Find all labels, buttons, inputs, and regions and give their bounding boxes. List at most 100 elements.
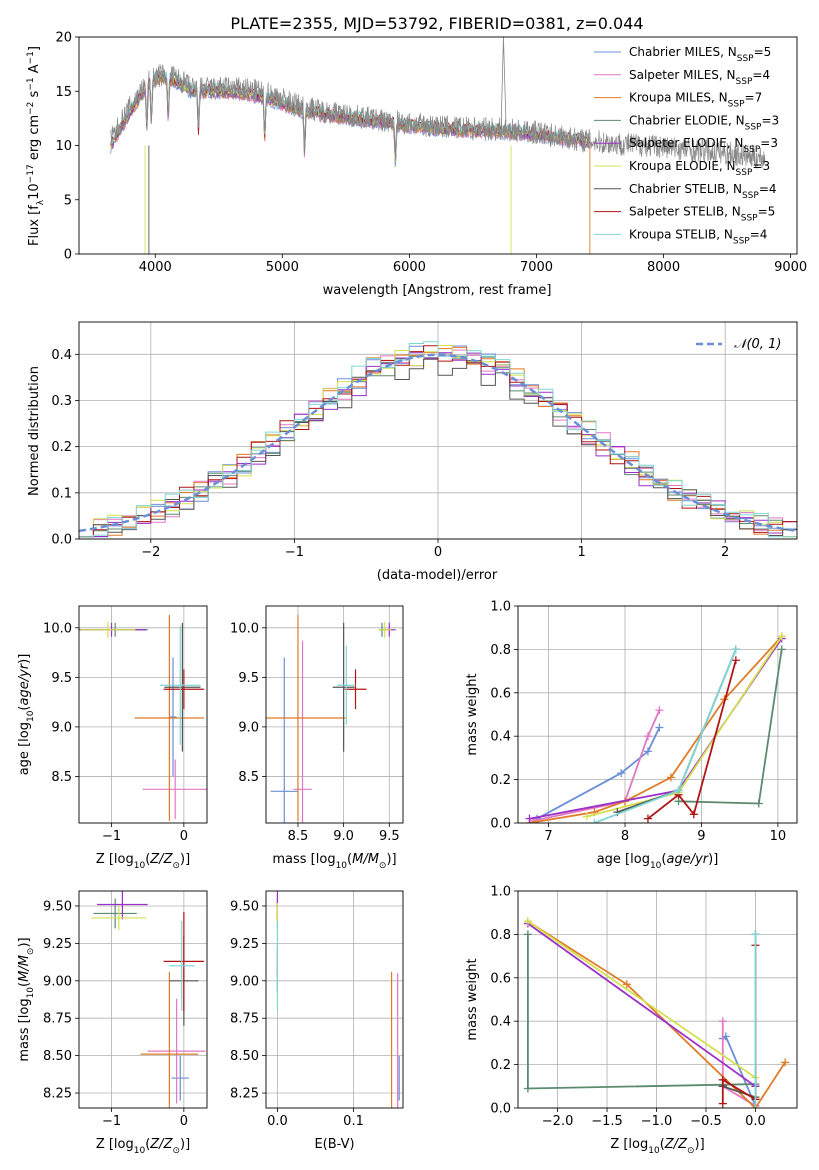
y-tick-label: 9.25 xyxy=(230,937,259,952)
data-spectrum-line xyxy=(110,64,766,169)
x-tick-label: 8.5 xyxy=(288,829,309,844)
point-marker xyxy=(674,786,683,795)
errorbars xyxy=(91,891,206,1108)
series-line xyxy=(678,649,783,805)
y-tick-label: 9.00 xyxy=(230,974,259,989)
y-axis-label: age [log10(age/yr)] xyxy=(17,654,36,776)
y-tick-label: 0.0 xyxy=(51,533,72,548)
point-marker xyxy=(777,645,786,654)
x-tick-label: 4000 xyxy=(139,260,172,275)
point-marker xyxy=(622,980,631,989)
y-tick-label: 0.8 xyxy=(490,928,511,943)
x-tick-label: 0 xyxy=(180,1114,188,1129)
y-tick-label: 1.0 xyxy=(490,600,511,615)
series-line xyxy=(586,635,783,818)
y-tick-label: 8.25 xyxy=(43,1087,72,1102)
x-tick-label: 0.0 xyxy=(745,1114,766,1129)
y-tick-label: 0.2 xyxy=(51,440,72,455)
y-tick-label: 20 xyxy=(55,31,72,46)
axes-frame xyxy=(265,605,404,824)
x-tick-label: 8 xyxy=(621,829,629,844)
series-line xyxy=(527,920,756,1079)
point-marker xyxy=(754,799,763,808)
y-tick-label: 9.00 xyxy=(43,974,72,989)
y-tick-label: 8.50 xyxy=(43,1049,72,1064)
series-line xyxy=(529,637,783,820)
y-tick-label: 0.0 xyxy=(490,1102,511,1117)
x-tick-label: 0.0 xyxy=(267,1114,288,1129)
y-tick-label: 8.75 xyxy=(230,1012,259,1027)
point-marker xyxy=(617,769,626,778)
x-tick-label: 0 xyxy=(434,545,442,560)
panel-spectrum: 4000 5000 6000 7000 8000 9000 0 5 10 15 20 waveleng… xyxy=(26,31,807,299)
y-tick-label: 15 xyxy=(55,85,72,100)
axes-frame xyxy=(78,890,208,1109)
x-axis-label: Z [log10(Z/Z⊙)] xyxy=(96,852,190,871)
x-tick-label: 7 xyxy=(544,829,552,844)
legend-label: Kroupa MILES, NSSP=7 xyxy=(629,91,762,110)
point-marker xyxy=(781,1058,790,1067)
point-marker xyxy=(655,723,664,732)
x-tick-label: −0.5 xyxy=(690,1114,722,1129)
normal-curve xyxy=(79,353,797,533)
x-tick-label: 9000 xyxy=(774,260,807,275)
weight-lines xyxy=(523,917,790,1108)
x-axis-label: (data-model)/error xyxy=(377,568,498,583)
y-tick-label: 9.5 xyxy=(51,671,72,686)
data-spike xyxy=(500,37,507,135)
y-tick-label: 1.0 xyxy=(490,885,511,900)
series-line xyxy=(527,934,757,1090)
legend-label: Chabrier ELODIE, NSSP=3 xyxy=(629,113,779,132)
point-marker xyxy=(523,917,532,926)
point-marker xyxy=(643,747,652,756)
point-marker xyxy=(655,706,664,715)
y-tick-label: 10 xyxy=(55,139,72,154)
series-line xyxy=(722,934,757,1099)
point-marker xyxy=(731,645,740,654)
x-axis-label: Z [log10(Z/Z⊙)] xyxy=(96,1137,190,1156)
x-tick-label: 8000 xyxy=(647,260,680,275)
panel-age_vs_mass: 8.5 9.0 9.5 8.5 9.0 9.5 10.0 mass [log10(M/M⊙)] xyxy=(230,605,404,871)
figure-title: PLATE=2355, MJD=53792, FIBERID=0381, z=0… xyxy=(230,14,643,33)
x-tick-label: 6000 xyxy=(393,260,426,275)
x-tick-label: 0 xyxy=(180,829,188,844)
y-tick-label: 9.0 xyxy=(51,720,72,735)
point-marker xyxy=(689,810,698,819)
point-marker xyxy=(731,656,740,665)
point-marker xyxy=(582,812,591,821)
x-axis-label: mass [log10(M/M⊙)] xyxy=(272,852,396,871)
y-tick-label: 0.6 xyxy=(490,971,511,986)
point-marker xyxy=(590,819,599,823)
y-tick-label: 0.6 xyxy=(490,686,511,701)
legend-label: Kroupa ELODIE, NSSP=3 xyxy=(629,159,770,178)
y-tick-label: 0.8 xyxy=(490,643,511,658)
x-tick-label: 9 xyxy=(697,829,705,844)
series-line xyxy=(527,922,756,1088)
point-marker xyxy=(523,1084,532,1093)
panel-weight_vs_Z: −2.0 −1.5 −1.0 −0.5 0.0 0.0 0.2 0.4 0.6 0.8 1.0 Z [… xyxy=(465,885,798,1156)
series-line xyxy=(536,727,661,820)
panel-age_vs_Z: −1 0 8.5 9.0 9.5 10.0 Z [log10(Z/Z⊙)] age [log1… xyxy=(17,605,208,871)
point-marker xyxy=(643,732,652,741)
y-tick-label: 0.3 xyxy=(51,394,72,409)
errorbars xyxy=(276,891,400,1108)
legend-label: Salpeter ELODIE, NSSP=3 xyxy=(629,136,778,155)
series-line xyxy=(647,660,737,820)
panel-residuals: −2 −1 0 1 2 0.0 0.1 0.2 0.3 0.4 (data-model)/error… xyxy=(27,321,798,583)
spectrum-lines xyxy=(110,37,766,254)
series-line xyxy=(533,709,661,822)
point-marker xyxy=(777,632,786,641)
panel-weight_vs_age: 7 8 9 10 0.0 0.2 0.4 0.6 0.8 1.0 age [log10(age/yr… xyxy=(465,600,798,871)
x-axis-label: Z [log10(Z/Z⊙)] xyxy=(610,1137,704,1156)
point-marker xyxy=(718,1099,727,1108)
x-tick-label: 0.1 xyxy=(343,1114,364,1129)
x-tick-label: 5000 xyxy=(266,260,299,275)
x-tick-label: 9.5 xyxy=(379,829,400,844)
y-tick-label: 9.0 xyxy=(238,720,259,735)
y-axis-label: mass weight xyxy=(465,958,480,1040)
y-tick-label: 8.5 xyxy=(51,770,72,785)
x-tick-label: −1 xyxy=(102,829,121,844)
x-axis-label: age [log10(age/yr)] xyxy=(597,852,719,871)
point-marker xyxy=(751,1104,760,1108)
axes-frame xyxy=(517,605,798,824)
